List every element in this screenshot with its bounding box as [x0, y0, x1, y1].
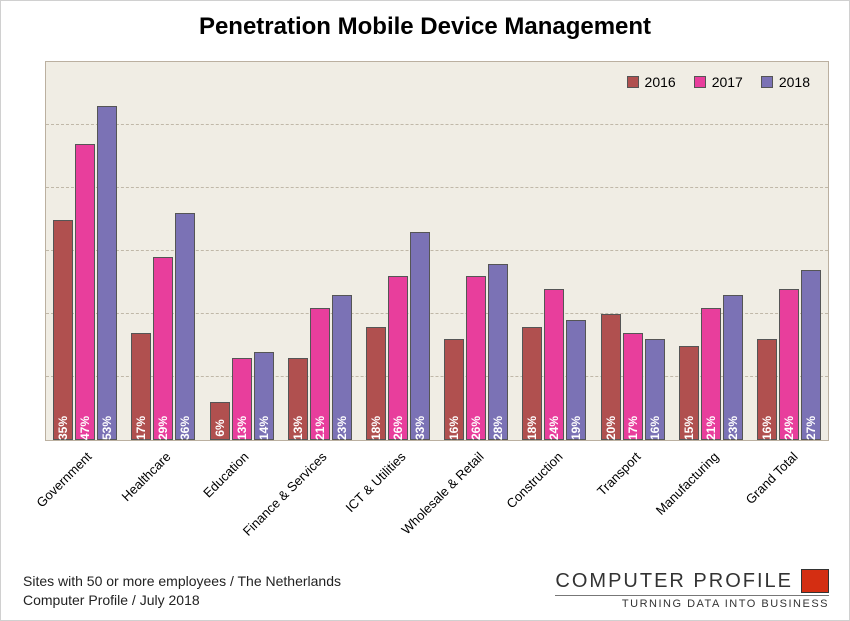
brand-name-row: COMPUTER PROFILE [555, 569, 829, 593]
bar-group: 17% 29% 36% [124, 62, 202, 440]
bar-value-label: 18% [369, 416, 383, 440]
x-label-slot: Manufacturing [672, 443, 750, 553]
bar-group: 18% 24% 19% [515, 62, 593, 440]
bar-value-label: 24% [782, 416, 796, 440]
brand-name: COMPUTER PROFILE [555, 570, 793, 593]
x-label-slot: Government [45, 443, 123, 553]
bar-value-label: 17% [134, 416, 148, 440]
footer-note: Sites with 50 or more employees / The Ne… [23, 572, 341, 610]
bar-value-label: 6% [213, 419, 227, 436]
bar: 26% [466, 276, 486, 440]
bar-value-label: 23% [726, 416, 740, 440]
bar: 18% [366, 327, 386, 440]
bar: 26% [388, 276, 408, 440]
x-axis-label: Education [200, 449, 251, 500]
x-label-slot: Grand Total [751, 443, 829, 553]
bar-value-label: 15% [682, 416, 696, 440]
bar: 24% [544, 289, 564, 440]
bar-value-label: 13% [291, 416, 305, 440]
x-label-slot: Healthcare [123, 443, 201, 553]
bar: 28% [488, 264, 508, 440]
bar-group: 15% 21% 23% [672, 62, 750, 440]
bar-value-label: 53% [100, 416, 114, 440]
bar-value-label: 17% [626, 416, 640, 440]
x-axis-labels: GovernmentHealthcareEducationFinance & S… [45, 443, 829, 553]
x-axis-label: Healthcare [118, 449, 173, 504]
bar-value-label: 26% [469, 416, 483, 440]
x-axis-label: Grand Total [743, 449, 801, 507]
bar-group: 6% 13% 14% [202, 62, 280, 440]
bar-value-label: 23% [335, 416, 349, 440]
bar: 13% [288, 358, 308, 440]
bar: 29% [153, 257, 173, 440]
bar: 17% [131, 333, 151, 440]
bar-group: 20% 17% 16% [593, 62, 671, 440]
bar-value-label: 24% [547, 416, 561, 440]
bar: 33% [410, 232, 430, 440]
bar: 15% [679, 346, 699, 441]
bar-value-label: 35% [56, 416, 70, 440]
bar: 21% [701, 308, 721, 440]
bar-value-label: 16% [648, 416, 662, 440]
x-label-slot: Wholesale & Retail [437, 443, 515, 553]
bar-group: 16% 26% 28% [437, 62, 515, 440]
bar: 16% [444, 339, 464, 440]
bar-value-label: 19% [569, 416, 583, 440]
bar: 16% [757, 339, 777, 440]
x-axis-label: Government [34, 449, 95, 510]
chart-title: Penetration Mobile Device Management [1, 1, 849, 41]
bar-group: 35% 47% 53% [46, 62, 124, 440]
bar-value-label: 33% [413, 416, 427, 440]
bar-value-label: 21% [704, 416, 718, 440]
footer-line: Computer Profile / July 2018 [23, 591, 341, 610]
bar: 17% [623, 333, 643, 440]
bar-value-label: 16% [760, 416, 774, 440]
bar-value-label: 36% [178, 416, 192, 440]
brand-tagline: TURNING DATA INTO BUSINESS [555, 595, 829, 610]
bar-value-label: 18% [525, 416, 539, 440]
bar: 27% [801, 270, 821, 440]
bar: 24% [779, 289, 799, 440]
bar-value-label: 13% [235, 416, 249, 440]
bar-group: 13% 21% 23% [281, 62, 359, 440]
chart-container: Penetration Mobile Device Management 201… [0, 0, 850, 621]
bar-value-label: 26% [391, 416, 405, 440]
bar-value-label: 16% [447, 416, 461, 440]
x-label-slot: Construction [515, 443, 593, 553]
bar-value-label: 47% [78, 416, 92, 440]
footer-line: Sites with 50 or more employees / The Ne… [23, 572, 341, 591]
x-label-slot: Finance & Services [280, 443, 358, 553]
bar: 35% [53, 220, 73, 441]
bar-group: 18% 26% 33% [359, 62, 437, 440]
bar-value-label: 21% [313, 416, 327, 440]
plot-area: 201620172018 35%47%53%17%29%36%6%13%14%1… [45, 61, 829, 441]
bar-value-label: 20% [604, 416, 618, 440]
bar-value-label: 28% [491, 416, 505, 440]
brand-block: COMPUTER PROFILE TURNING DATA INTO BUSIN… [555, 569, 829, 610]
bar-group: 16% 24% 27% [750, 62, 828, 440]
bar-value-label: 29% [156, 416, 170, 440]
bar-value-label: 27% [804, 416, 818, 440]
bar: 36% [175, 213, 195, 440]
bar: 14% [254, 352, 274, 440]
bar: 20% [601, 314, 621, 440]
bar: 23% [332, 295, 352, 440]
bar: 21% [310, 308, 330, 440]
bar: 23% [723, 295, 743, 440]
bar-value-label: 14% [257, 416, 271, 440]
bar: 53% [97, 106, 117, 440]
brand-square-icon [801, 569, 829, 593]
x-axis-label: Transport [594, 449, 644, 499]
bar: 16% [645, 339, 665, 440]
bar: 18% [522, 327, 542, 440]
bar: 6% [210, 402, 230, 440]
bar: 47% [75, 144, 95, 440]
bar: 19% [566, 320, 586, 440]
bar: 13% [232, 358, 252, 440]
bar-groups: 35% 47% 53% 17% 29% 36% 6% 13% 14% 13% 21% 23% 18% 26… [46, 62, 828, 440]
